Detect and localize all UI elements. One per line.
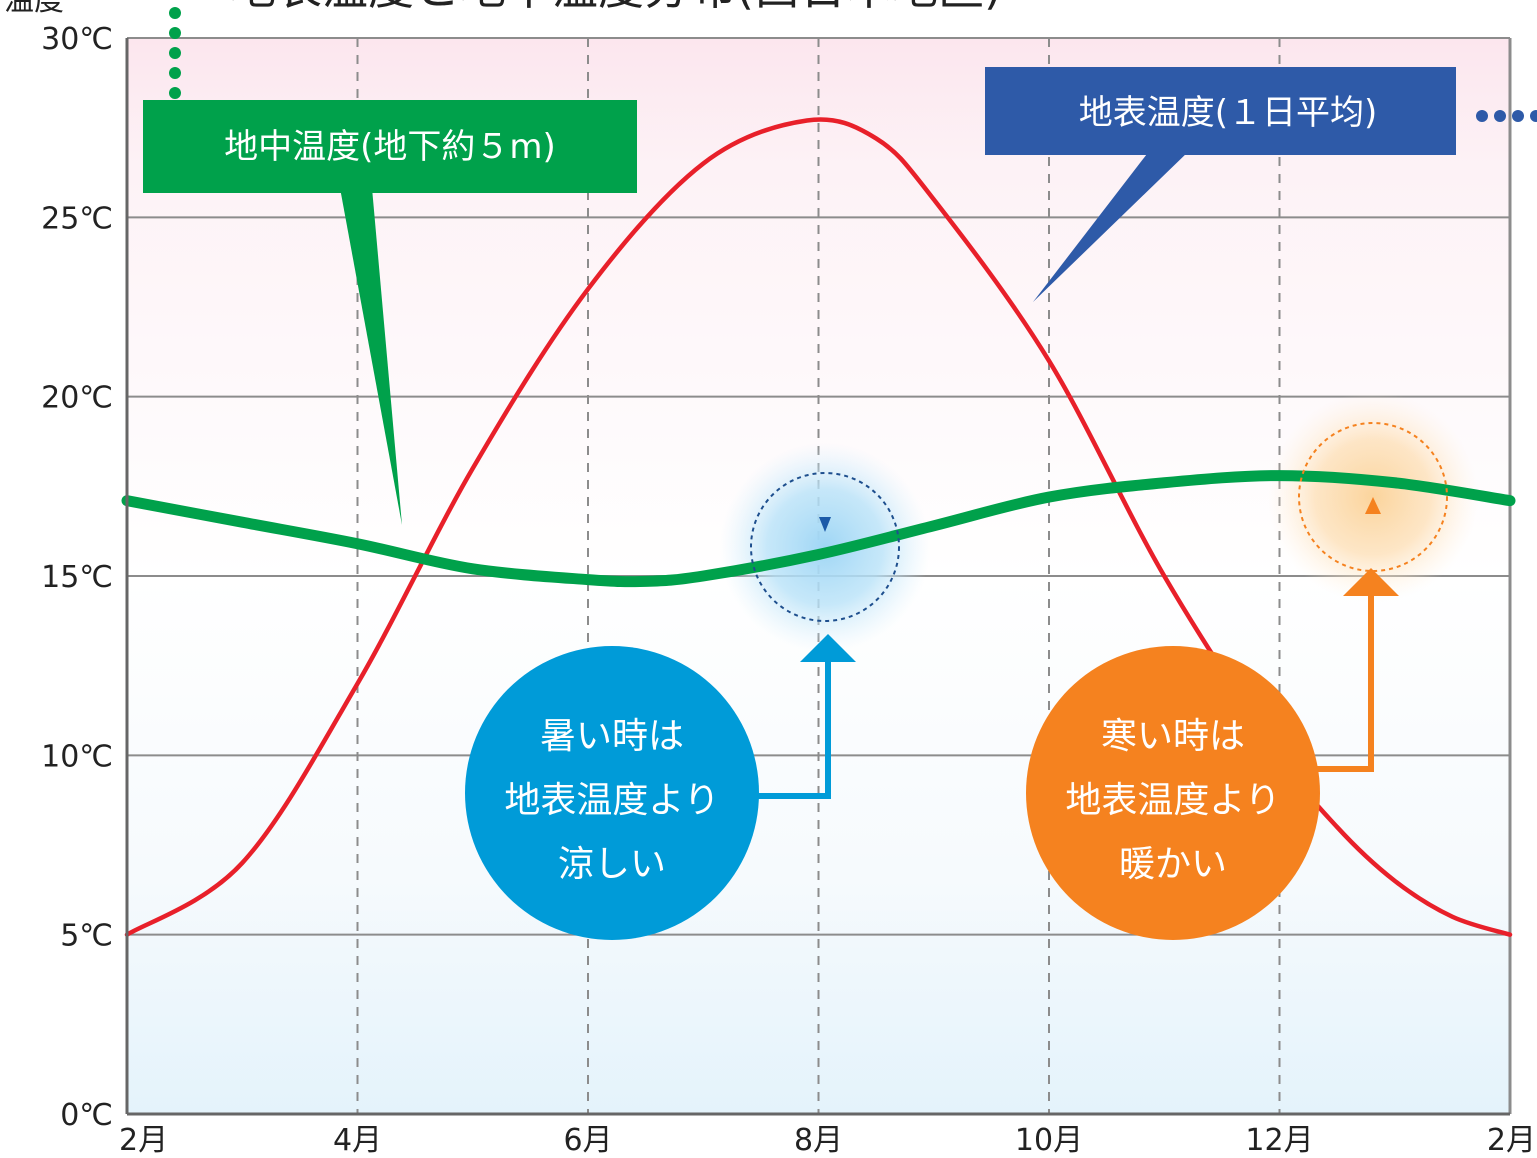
surface-temp-line [124, 117, 1513, 937]
y-axis-label: 温度 [4, 0, 64, 18]
x-tick-label: 10月 [1015, 1123, 1083, 1158]
winter-note-line1: 寒い時は [1101, 716, 1245, 757]
y-tick-label: 15℃ [41, 560, 113, 595]
y-tick-label: 25℃ [41, 201, 113, 236]
winter-up-marker [1365, 497, 1381, 514]
y-tick-label: 20℃ [41, 381, 113, 416]
surface-temp-label: 地表温度(１日平均) [1079, 93, 1378, 133]
surface-temp-callout: 地表温度(１日平均) [985, 67, 1456, 302]
summer-note-bubble: 暑い時は 地表温度より 涼しい [465, 646, 759, 940]
winter-note-line3: 暖かい [1119, 844, 1227, 885]
ground-temp-label: 地中温度(地下約５m) [224, 127, 556, 167]
x-tick-label: 6月 [563, 1123, 612, 1158]
x-tick-label: 2月 [119, 1123, 168, 1158]
x-tick-label: 2月 [1487, 1123, 1536, 1158]
ground-temp-callout: 地中温度(地下約５m) [143, 100, 637, 525]
winter-arrow [1316, 568, 1399, 772]
y-tick-label: 5℃ [60, 919, 113, 954]
summer-focus-circle [750, 472, 900, 622]
winter-note-bubble: 寒い時は 地表温度より 暖かい [1026, 646, 1320, 940]
winter-note-line2: 地表温度より [1065, 780, 1280, 821]
x-tick-label: 8月 [794, 1123, 843, 1158]
y-tick-label: 10℃ [41, 739, 113, 774]
summer-note-line3: 涼しい [558, 844, 666, 885]
x-tick-label: 12月 [1245, 1123, 1313, 1158]
summer-note-line1: 暑い時は [540, 716, 684, 757]
x-tick-label: 4月 [333, 1123, 382, 1158]
summer-arrow [748, 634, 856, 799]
blue-dotted-leader [1476, 110, 1537, 122]
y-tick-label: 0℃ [60, 1098, 113, 1133]
chart-title: 地表温度と地中温度分布(西日本地区) [230, 0, 1002, 15]
green-dotted-leader [169, 7, 181, 99]
summer-note-line2: 地表温度より [504, 780, 719, 821]
summer-down-marker [819, 517, 831, 532]
winter-focus-circle [1298, 422, 1448, 572]
ground-temp-line [121, 470, 1516, 588]
y-tick-label: 30℃ [41, 22, 113, 57]
